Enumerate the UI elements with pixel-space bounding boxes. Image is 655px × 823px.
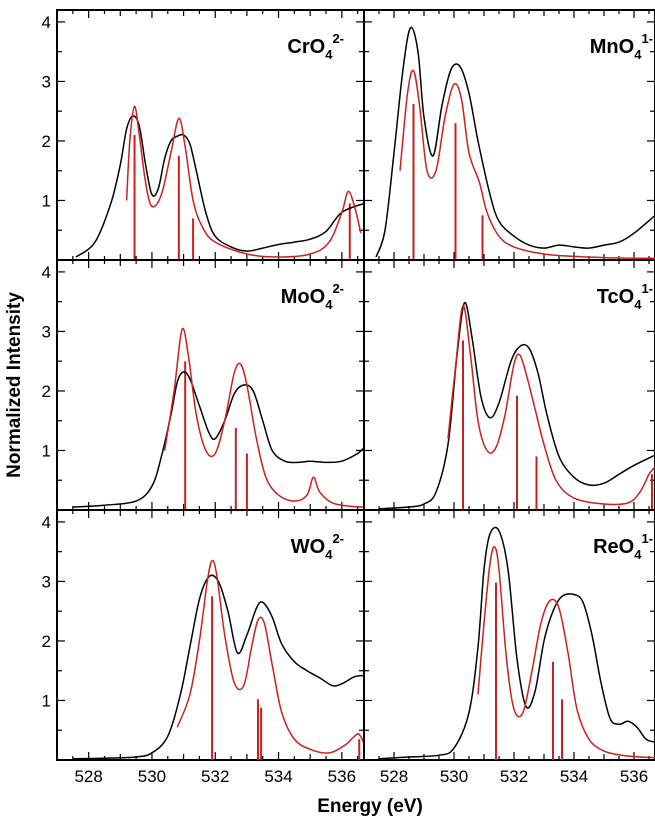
panel-title: TcO41-: [597, 281, 653, 312]
panel-tco4: TcO41-: [363, 259, 655, 511]
y-tick-label: 3: [42, 322, 51, 341]
calculated-curve: [176, 559, 364, 754]
experimental-curve: [75, 115, 364, 258]
y-tick-label: 1: [42, 441, 51, 460]
plot-area: [72, 327, 364, 510]
calculated-curve: [447, 305, 655, 506]
x-tick-label: 528: [74, 767, 102, 786]
panel-mno4: MnO41-: [363, 9, 655, 261]
y-tick-label: 1: [42, 691, 51, 710]
x-tick-label: 528: [380, 767, 408, 786]
x-tick-label: 536: [328, 767, 356, 786]
panel-frame: [363, 509, 655, 761]
y-axis-title: Normalized Intensity: [4, 292, 25, 478]
calculated-curve: [477, 546, 655, 759]
y-tick-label: 3: [42, 572, 51, 591]
x-tick-label: 532: [500, 767, 528, 786]
x-tick-label: 530: [138, 767, 166, 786]
plot-area: [378, 302, 655, 510]
panel-title: MnO41-: [590, 31, 653, 62]
calculated-curve: [399, 69, 655, 259]
panel-title: MoO42-: [281, 281, 344, 312]
x-tick-label: 532: [201, 767, 229, 786]
plot-area: [75, 105, 364, 260]
experimental-curve: [378, 526, 655, 760]
plot-area: [72, 559, 364, 760]
experimental-curve: [72, 574, 364, 760]
y-tick-label: 4: [42, 513, 51, 532]
y-tick-label: 4: [42, 263, 51, 282]
panel-title: WO42-: [291, 531, 344, 562]
panel-title: ReO41-: [593, 531, 653, 562]
y-tick-label: 4: [42, 13, 51, 32]
y-tick-label: 2: [42, 132, 51, 151]
y-tick-label: 2: [42, 632, 51, 651]
calculated-curve: [125, 105, 362, 258]
x-tick-label: 530: [440, 767, 468, 786]
x-tick-label: 534: [560, 767, 588, 786]
panel-title: CrO42-: [287, 31, 344, 62]
y-tick-label: 2: [42, 382, 51, 401]
x-axis-title: Energy (eV): [317, 796, 423, 817]
x-tick-label: 536: [620, 767, 648, 786]
y-tick-label: 1: [42, 191, 51, 210]
calculated-curve: [163, 327, 364, 508]
panel-wo4: 1 2 3 4 528 530 532 534 536 WO42-: [42, 509, 365, 786]
x-tick-label: 534: [264, 767, 292, 786]
y-tick-label: 3: [42, 72, 51, 91]
panel-cro4: 1 2 3 4 CrO42-: [42, 9, 365, 261]
experimental-curve: [375, 26, 655, 258]
panel-reo4: 528 530 532 534 536 ReO41-: [363, 509, 655, 786]
plot-area: [378, 526, 655, 760]
experimental-curve: [72, 371, 364, 508]
plot-area: [375, 26, 655, 260]
panel-moo4: 1 2 3 4 MoO42-: [42, 259, 365, 511]
experimental-curve: [378, 302, 655, 510]
